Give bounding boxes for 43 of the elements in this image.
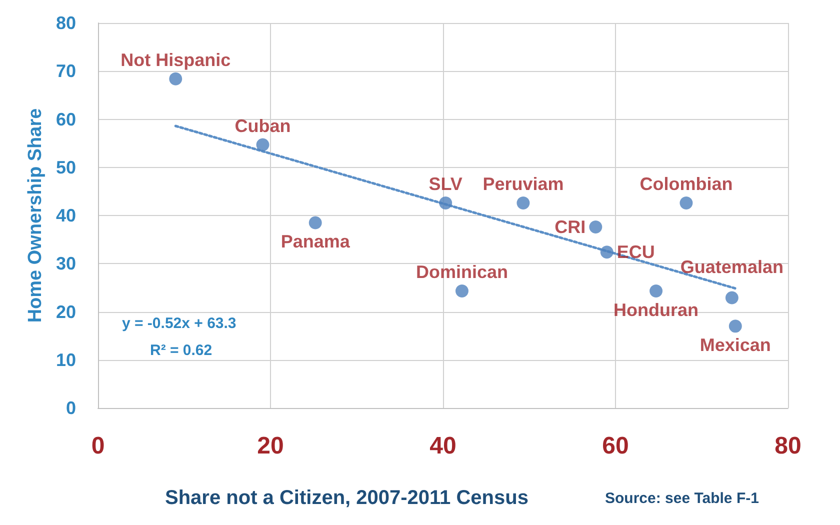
point	[725, 291, 738, 304]
annotation: Colombian	[640, 174, 733, 194]
point	[589, 220, 602, 234]
annotation: Guatemalan	[680, 256, 784, 277]
x-tick-label: 40	[430, 432, 456, 460]
annotation: Mexican	[700, 335, 771, 356]
point	[650, 284, 663, 298]
y-tick-label: 50	[56, 157, 76, 178]
x-tick-label: 20	[257, 432, 284, 460]
point	[680, 196, 693, 210]
y-tick-label: 60	[56, 109, 76, 130]
x-tick-label: 80	[774, 432, 802, 460]
annotation: Honduran	[614, 300, 699, 320]
annotation: SLV	[428, 174, 462, 194]
point	[439, 196, 452, 210]
annotation: ECU	[616, 242, 655, 262]
annotation: R² = 0.62	[150, 342, 212, 359]
annotation: CRI	[554, 217, 586, 238]
point	[516, 196, 530, 210]
source-note: Source: see Table F-1	[605, 490, 759, 507]
y-tick-label: 80	[56, 13, 76, 33]
y-tick-label: 70	[56, 61, 76, 82]
point	[256, 138, 270, 152]
y-tick-label: 10	[56, 350, 76, 370]
x-axis-title: Share not a Citizen, 2007-2011 Census	[165, 487, 528, 509]
x-tick-label: 0	[91, 432, 105, 460]
point	[600, 246, 614, 259]
y-tick-label: 30	[56, 254, 76, 274]
annotation: y = -0.52x + 63.3	[122, 315, 236, 332]
y-tick-label: 40	[56, 206, 76, 226]
point	[169, 72, 182, 86]
y-axis-title: Home Ownership Share	[25, 108, 46, 323]
x-tick-label: 60	[602, 432, 629, 460]
annotation: Cuban	[234, 116, 291, 136]
annotation: Dominican	[416, 262, 508, 282]
annotation: Panama	[280, 232, 351, 252]
y-tick-label: 20	[56, 302, 76, 322]
annotation: Peruviam	[482, 174, 564, 194]
point	[728, 320, 742, 333]
annotation: Not Hispanic	[120, 50, 231, 70]
point	[308, 216, 322, 230]
point	[455, 284, 468, 298]
y-tick-label: 0	[66, 398, 76, 418]
